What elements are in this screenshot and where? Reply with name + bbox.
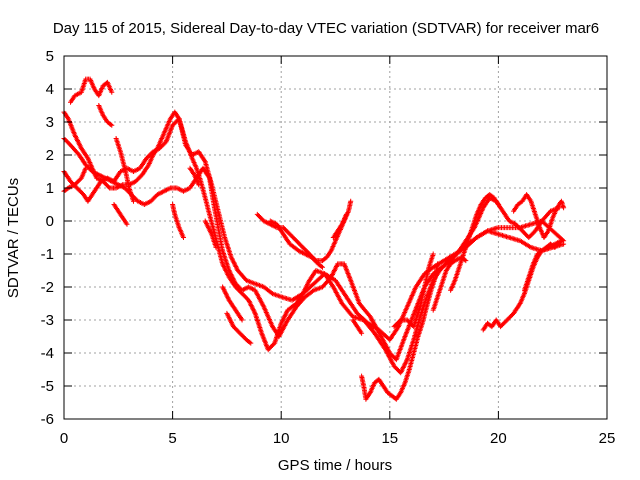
x-tick-label: 0: [60, 430, 68, 447]
data-track: [391, 251, 436, 330]
data-track: [96, 103, 115, 128]
data-point-markers: [96, 103, 115, 128]
data-track: [224, 310, 254, 346]
y-tick-label: -6: [41, 411, 54, 428]
y-tick-label: 1: [46, 180, 54, 197]
data-track: [522, 238, 564, 293]
data-point-markers: [267, 218, 325, 270]
data-track: [448, 192, 501, 293]
data-point-markers: [359, 261, 441, 402]
chart-title: Day 115 of 2015, Sidereal Day-to-day VTE…: [53, 20, 599, 37]
data-point-markers: [111, 202, 130, 227]
data-track: [187, 165, 202, 188]
x-tick-label: 20: [490, 430, 507, 447]
data-point-markers: [391, 251, 436, 330]
data-point-markers: [202, 218, 219, 250]
data-point-markers: [224, 310, 254, 346]
data-point-markers: [113, 136, 136, 204]
plot-frame: [63, 55, 608, 420]
x-tick-label: 25: [599, 430, 616, 447]
data-track: [111, 202, 130, 227]
x-axis-label: GPS time / hours: [278, 457, 392, 474]
y-tick-label: -5: [41, 378, 54, 395]
y-tick-label: -2: [41, 279, 54, 296]
y-tick-label: 4: [46, 81, 54, 98]
x-tick-label: 5: [168, 430, 176, 447]
x-tick-label: 10: [273, 430, 290, 447]
data-track: [170, 202, 186, 240]
y-tick-label: -1: [41, 246, 54, 263]
grid: [64, 56, 607, 419]
data-point-markers: [187, 165, 202, 188]
data-point-markers: [511, 192, 567, 240]
data-point-markers: [68, 76, 115, 105]
data-track: [511, 192, 567, 240]
data-track: [330, 211, 349, 240]
data-point-markers: [220, 284, 245, 323]
y-tick-label: 5: [46, 48, 54, 65]
data-track: [350, 317, 365, 336]
data-point-markers: [330, 211, 349, 240]
y-tick-label: -4: [41, 345, 54, 362]
data-track: [202, 218, 219, 250]
data-point-markers: [170, 202, 186, 240]
axis-ticks: 0 5 10 15 20 25 -6 -5 -4 -3 -2 -1 0 1 2 3 4 5: [41, 48, 616, 447]
data-point-markers: [522, 238, 564, 293]
y-tick-label: 0: [46, 213, 54, 230]
data-point-markers: [350, 317, 365, 336]
data-track: [359, 261, 441, 402]
data-track: [68, 76, 115, 105]
data-track: [267, 218, 325, 270]
y-tick-label: -3: [41, 312, 54, 329]
y-tick-label: 2: [46, 147, 54, 164]
data-point-markers: [448, 192, 501, 293]
y-tick-label: 3: [46, 114, 54, 131]
data-track: [220, 284, 245, 323]
x-tick-label: 15: [381, 430, 398, 447]
data-track: [113, 136, 136, 204]
y-axis-label: SDTVAR / TECUs: [5, 178, 22, 298]
